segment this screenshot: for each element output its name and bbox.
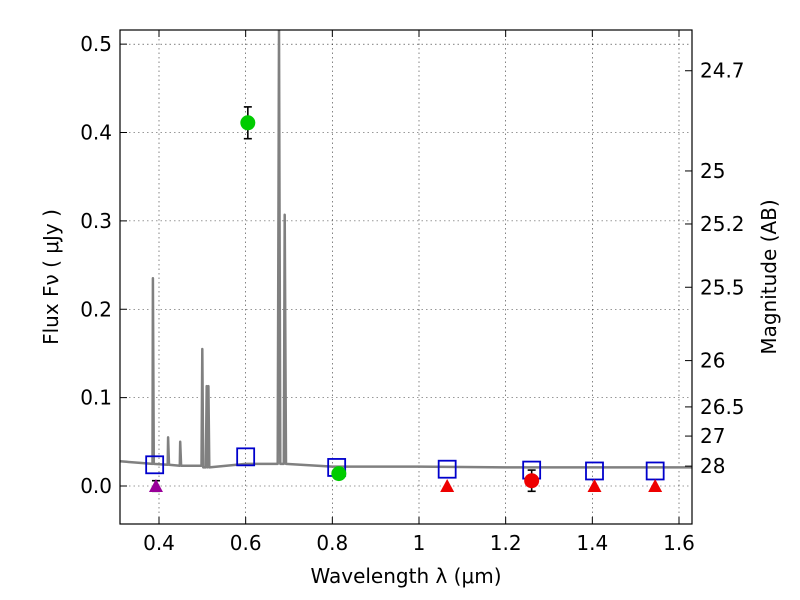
x-tick-label: 1.2 xyxy=(490,531,522,555)
model-flux-square xyxy=(437,459,457,479)
y-tick-label: 0.5 xyxy=(80,32,112,56)
grid-lines xyxy=(120,30,692,524)
model-flux-square xyxy=(236,447,256,467)
upper-limit-triangle xyxy=(587,479,602,492)
x-tick-label: 1.6 xyxy=(663,531,695,555)
x-tick-label: 0.8 xyxy=(316,531,348,555)
mag-tick-label: 28 xyxy=(700,454,725,478)
data-point-circle xyxy=(240,115,256,131)
x-tick-label: 0.6 xyxy=(230,531,262,555)
mag-tick-label: 25 xyxy=(700,159,725,183)
mag-tick-label: 26.5 xyxy=(700,395,745,419)
y-tick-label: 0.1 xyxy=(80,386,112,410)
model-flux-square xyxy=(585,461,604,481)
mag-tick-label: 25.5 xyxy=(700,275,745,299)
y-tick-label: 0.4 xyxy=(80,121,112,145)
model-flux-square xyxy=(645,461,665,481)
mag-tick-label: 26 xyxy=(700,349,725,373)
upper-limit-triangle xyxy=(148,479,163,492)
y-tick-label: 0.0 xyxy=(80,474,112,498)
data-point-circle xyxy=(331,466,347,482)
mag-tick-label: 24.7 xyxy=(700,59,745,83)
plot-area xyxy=(120,30,692,493)
data-point-circle xyxy=(524,473,540,489)
x-axis-title: Wavelength λ (μm) xyxy=(310,564,501,588)
axis-ticks: 0.4 0.6 0.8 1 1.2 1.4 1.6 0.0 0.1 0.2 0.3 0.4 0.5 24.… xyxy=(80,30,745,555)
right-axis-title: Magnitude (AB) xyxy=(757,199,781,354)
plot-frame xyxy=(119,29,693,525)
x-tick-label: 1 xyxy=(413,531,426,555)
model-flux-square xyxy=(145,455,165,475)
mag-tick-label: 27 xyxy=(700,424,725,448)
x-tick-label: 0.4 xyxy=(143,531,175,555)
x-tick-label: 1.4 xyxy=(576,531,608,555)
mag-tick-label: 25.2 xyxy=(700,212,745,236)
y-tick-label: 0.3 xyxy=(80,209,112,233)
upper-limit-triangle xyxy=(440,479,455,492)
model-spectrum-line xyxy=(120,30,692,469)
y-axis-title: Flux Fν ( μJy ) xyxy=(39,209,63,345)
y-tick-label: 0.2 xyxy=(80,297,112,321)
upper-limit-triangle xyxy=(648,479,663,492)
